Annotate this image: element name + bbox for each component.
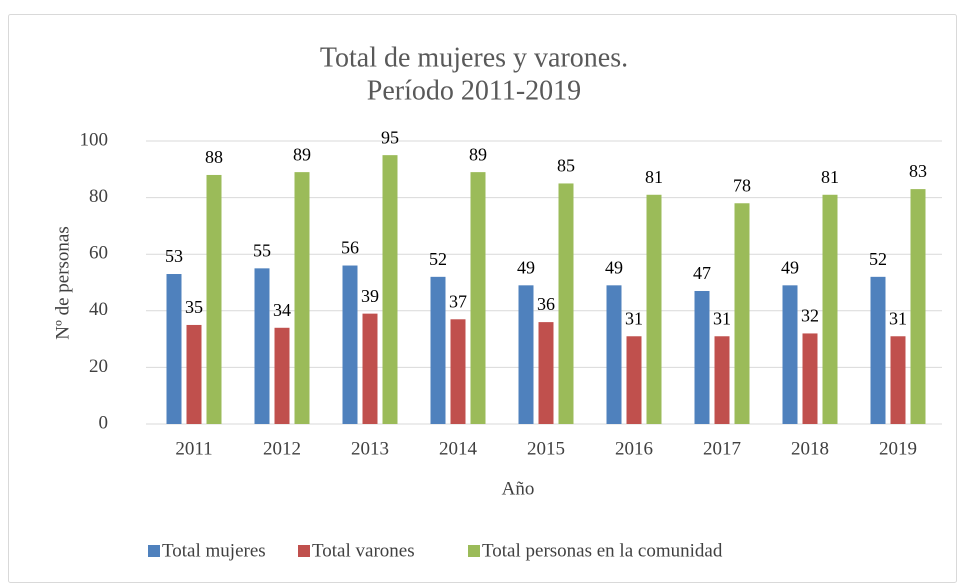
x-tick-label: 2015: [527, 438, 565, 459]
bar: [362, 313, 378, 424]
data-label: 88: [205, 147, 223, 167]
bar: [822, 194, 838, 424]
data-label: 49: [605, 257, 623, 277]
legend-swatch: [148, 545, 160, 557]
x-tick-label: 2016: [615, 438, 653, 459]
x-tick-label: 2019: [879, 438, 917, 459]
data-label: 83: [909, 161, 927, 181]
data-label: 55: [253, 240, 271, 260]
data-label: 81: [645, 167, 663, 187]
x-tick-label: 2011: [175, 438, 212, 459]
legend-label: Total personas en la comunidad: [482, 540, 723, 561]
x-tick-label: 2014: [439, 438, 478, 459]
y-tick-label: 20: [89, 356, 108, 377]
legend-swatch: [298, 545, 310, 557]
data-label: 56: [341, 238, 359, 258]
bar: [206, 174, 222, 424]
bar: [450, 319, 466, 424]
chart-title: Período 2011-2019: [367, 75, 581, 106]
bar: [734, 203, 750, 424]
bar: [802, 333, 818, 424]
bar: [254, 268, 270, 424]
bar: [382, 155, 398, 424]
x-axis-label: Año: [502, 478, 535, 499]
data-label: 49: [781, 257, 799, 277]
bar: [342, 265, 358, 424]
x-tick-label: 2012: [263, 438, 301, 459]
data-label: 89: [293, 144, 311, 164]
data-label: 35: [185, 297, 203, 317]
legend-swatch: [468, 545, 480, 557]
bar: [910, 189, 926, 424]
data-label: 34: [273, 300, 291, 320]
bar: [646, 194, 662, 424]
data-label: 31: [625, 308, 643, 328]
data-label: 36: [537, 294, 555, 314]
bar: [538, 322, 554, 424]
data-label: 95: [381, 127, 399, 147]
data-label: 85: [557, 156, 575, 176]
bar: [606, 285, 622, 424]
data-label: 31: [889, 308, 907, 328]
bar: [782, 285, 798, 424]
y-tick-label: 40: [89, 299, 108, 320]
bar: [294, 172, 310, 424]
bar: [470, 172, 486, 424]
y-tick-label: 0: [99, 412, 109, 433]
data-label: 81: [821, 167, 839, 187]
data-label: 52: [869, 249, 887, 269]
data-label: 89: [469, 144, 487, 164]
bar: [430, 276, 446, 424]
y-axis-label: Nº de personas: [52, 226, 73, 340]
bar: [518, 285, 534, 424]
bar: [558, 183, 574, 424]
bar: [870, 276, 886, 424]
data-label: 78: [733, 175, 751, 195]
bar: [274, 327, 290, 424]
data-label: 53: [165, 246, 183, 266]
data-label: 47: [693, 263, 711, 283]
data-label: 39: [361, 286, 379, 306]
x-tick-label: 2013: [351, 438, 389, 459]
y-tick-label: 100: [80, 129, 109, 150]
chart-title: Total de mujeres y varones.: [320, 42, 628, 73]
y-tick-label: 60: [89, 243, 108, 264]
bar: [626, 336, 642, 424]
legend-label: Total varones: [312, 540, 415, 561]
y-tick-label: 80: [89, 186, 108, 207]
data-label: 32: [801, 306, 819, 326]
bar: [166, 274, 182, 424]
bar: [694, 290, 710, 424]
data-label: 49: [517, 257, 535, 277]
data-label: 52: [429, 249, 447, 269]
bar: [186, 324, 202, 424]
data-label: 31: [713, 308, 731, 328]
bar: [714, 336, 730, 424]
x-tick-label: 2018: [791, 438, 829, 459]
x-tick-label: 2017: [703, 438, 741, 459]
legend-label: Total mujeres: [162, 540, 266, 561]
bar: [890, 336, 906, 424]
data-label: 37: [449, 291, 467, 311]
